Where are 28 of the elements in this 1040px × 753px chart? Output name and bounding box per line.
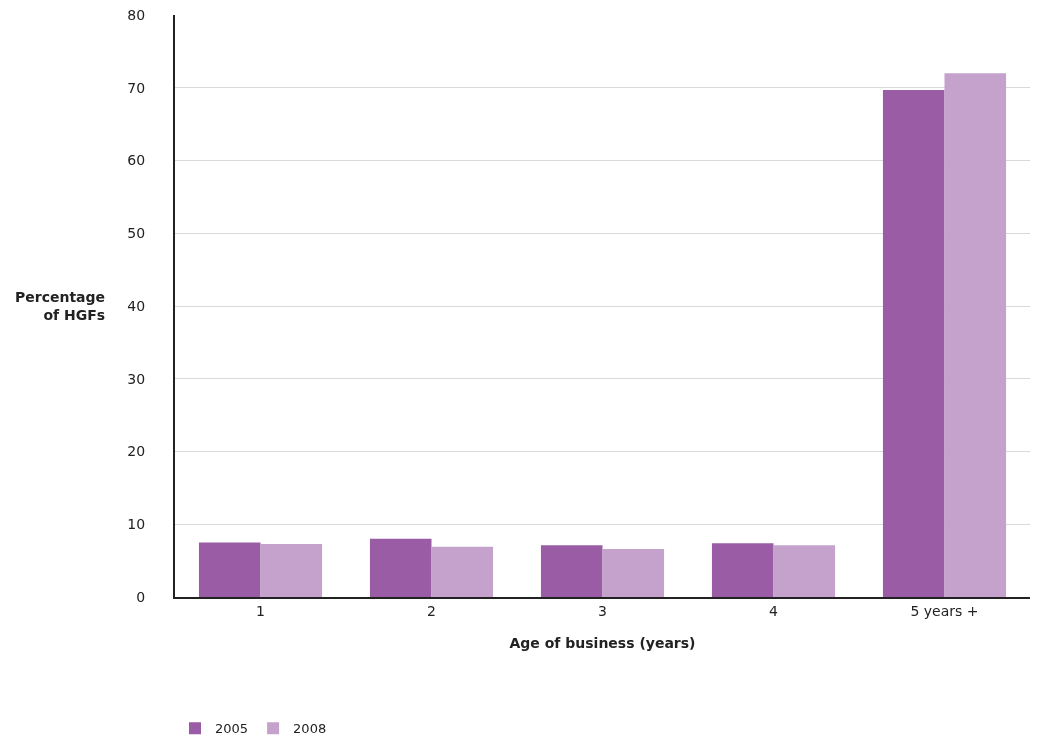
bar [602, 548, 665, 597]
y-tick-label: 80 [127, 6, 146, 23]
x-axis-title: Age of business (years) [509, 634, 696, 651]
y-tick-label: 70 [127, 79, 146, 96]
bar [711, 543, 774, 597]
bar [944, 73, 1007, 597]
y-tick-label: 40 [127, 297, 146, 314]
y-tick-label: 10 [127, 516, 146, 533]
legend-label: 2005 [215, 721, 249, 737]
bar [431, 546, 494, 597]
bar [198, 542, 261, 597]
x-tick-label: 4 [769, 602, 779, 619]
y-tick-label: 0 [136, 588, 146, 605]
legend-label: 2008 [293, 721, 327, 737]
y-tick-label: 20 [127, 443, 146, 460]
x-tick-label: 2 [427, 602, 436, 619]
bar [260, 543, 323, 597]
y-tick-label: 50 [127, 225, 146, 242]
bar [540, 545, 603, 597]
y-tick-label: 30 [127, 370, 146, 387]
x-tick-label: 1 [256, 602, 265, 619]
x-tick-label: 5 years + [910, 602, 979, 619]
y-tick-label: 60 [127, 152, 146, 169]
x-tick-label: 3 [598, 602, 607, 619]
bar [773, 545, 836, 597]
bar [882, 89, 945, 597]
y-axis-title: Percentage of HGFs [15, 289, 106, 324]
bar [369, 538, 432, 597]
